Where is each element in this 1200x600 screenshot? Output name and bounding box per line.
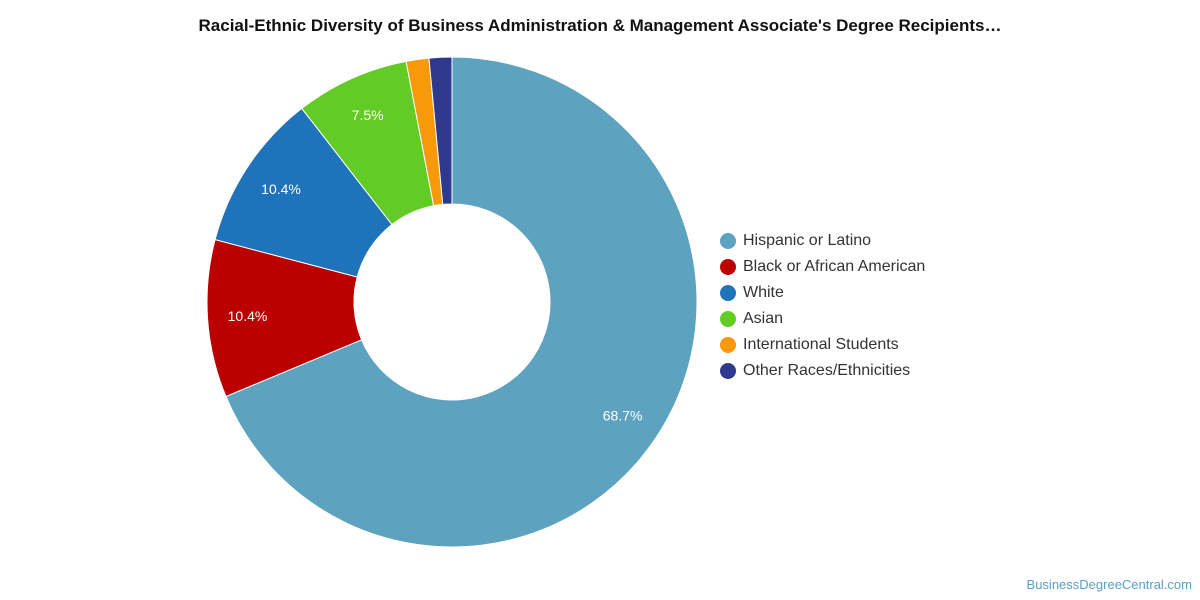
slice-black-or-african-american[interactable] [206, 238, 363, 398]
legend-item-international-students[interactable]: International Students [720, 332, 1020, 358]
data-label-hispanic-or-latino: 68.7% [603, 408, 643, 424]
chart-title: Racial-Ethnic Diversity of Business Admi… [198, 16, 1002, 35]
legend-label: Black or African American [743, 258, 926, 275]
slice-other-races-ethnicities[interactable] [428, 56, 453, 205]
legend-swatch-icon [720, 259, 736, 275]
slice-white[interactable] [214, 107, 393, 278]
legend-swatch-icon [720, 233, 736, 249]
legend-label: Other Races/Ethnicities [743, 362, 911, 379]
data-label-white: 10.4% [261, 181, 301, 197]
legend-swatch-icon [720, 337, 736, 353]
slices-group [206, 56, 698, 548]
legend-item-white[interactable]: White [720, 280, 1020, 306]
legend-label: White [743, 284, 784, 301]
data-label-asian: 7.5% [352, 107, 384, 123]
legend-item-black-or-african-american[interactable]: Black or African American [720, 254, 1020, 280]
legend-swatch-icon [720, 363, 736, 379]
source-credit[interactable]: BusinessDegreeCentral.com [1026, 577, 1192, 592]
legend-swatch-icon [720, 311, 736, 327]
legend-item-asian[interactable]: Asian [720, 306, 1020, 332]
legend-swatch-icon [720, 285, 736, 301]
legend-label: International Students [743, 336, 899, 353]
data-labels-group: 68.7% 10.4% 10.4% 7.5% [228, 107, 643, 423]
legend-item-hispanic-or-latino[interactable]: Hispanic or Latino [720, 228, 1020, 254]
legend-label: Hispanic or Latino [743, 232, 872, 249]
legend-item-other-races-ethnicities[interactable]: Other Races/Ethnicities [720, 358, 1020, 384]
legend-label: Asian [743, 310, 784, 327]
data-label-black-or-african-american: 10.4% [228, 308, 268, 324]
legend: Hispanic or Latino Black or African Ameri… [720, 228, 1020, 384]
slice-hispanic-or-latino[interactable] [225, 56, 698, 548]
